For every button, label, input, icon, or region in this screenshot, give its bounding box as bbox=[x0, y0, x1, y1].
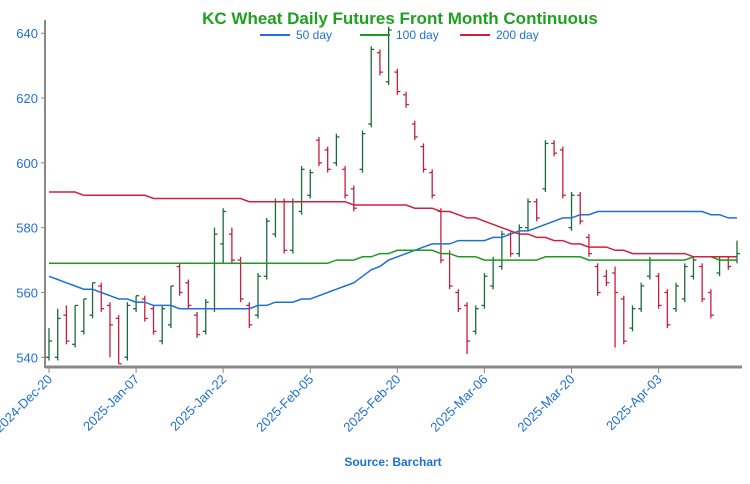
ma-line bbox=[49, 191, 737, 258]
y-tick-label: 600 bbox=[16, 156, 38, 171]
y-tick-label: 640 bbox=[16, 26, 38, 41]
x-tick-label: 2025-Jan-22 bbox=[167, 372, 229, 434]
chart-title: KC Wheat Daily Futures Front Month Conti… bbox=[202, 9, 598, 28]
x-tick-label: 2025-Feb-05 bbox=[253, 372, 316, 435]
legend-label: 50 day bbox=[296, 28, 332, 42]
x-tick-label: 2025-Jan-07 bbox=[80, 372, 142, 434]
y-tick-label: 620 bbox=[16, 91, 38, 106]
source: Source: Barchart bbox=[344, 455, 441, 469]
x-tick-label: 2025-Mar-06 bbox=[427, 372, 490, 435]
x-tick-label: 2025-Feb-20 bbox=[340, 372, 403, 435]
legend-label: 100 day bbox=[396, 28, 439, 42]
y-tick-label: 580 bbox=[16, 221, 38, 236]
y-tick-label: 560 bbox=[16, 285, 38, 300]
ma-line bbox=[48, 210, 737, 310]
x-tick-label: 2024-Dec-20 bbox=[0, 372, 55, 436]
x-tick-label: 2025-Apr-03 bbox=[603, 372, 665, 434]
x-tick-label: 2025-Mar-20 bbox=[514, 372, 577, 435]
legend-label: 200 day bbox=[496, 28, 539, 42]
y-tick-label: 540 bbox=[16, 350, 38, 365]
ma-line bbox=[49, 249, 737, 265]
